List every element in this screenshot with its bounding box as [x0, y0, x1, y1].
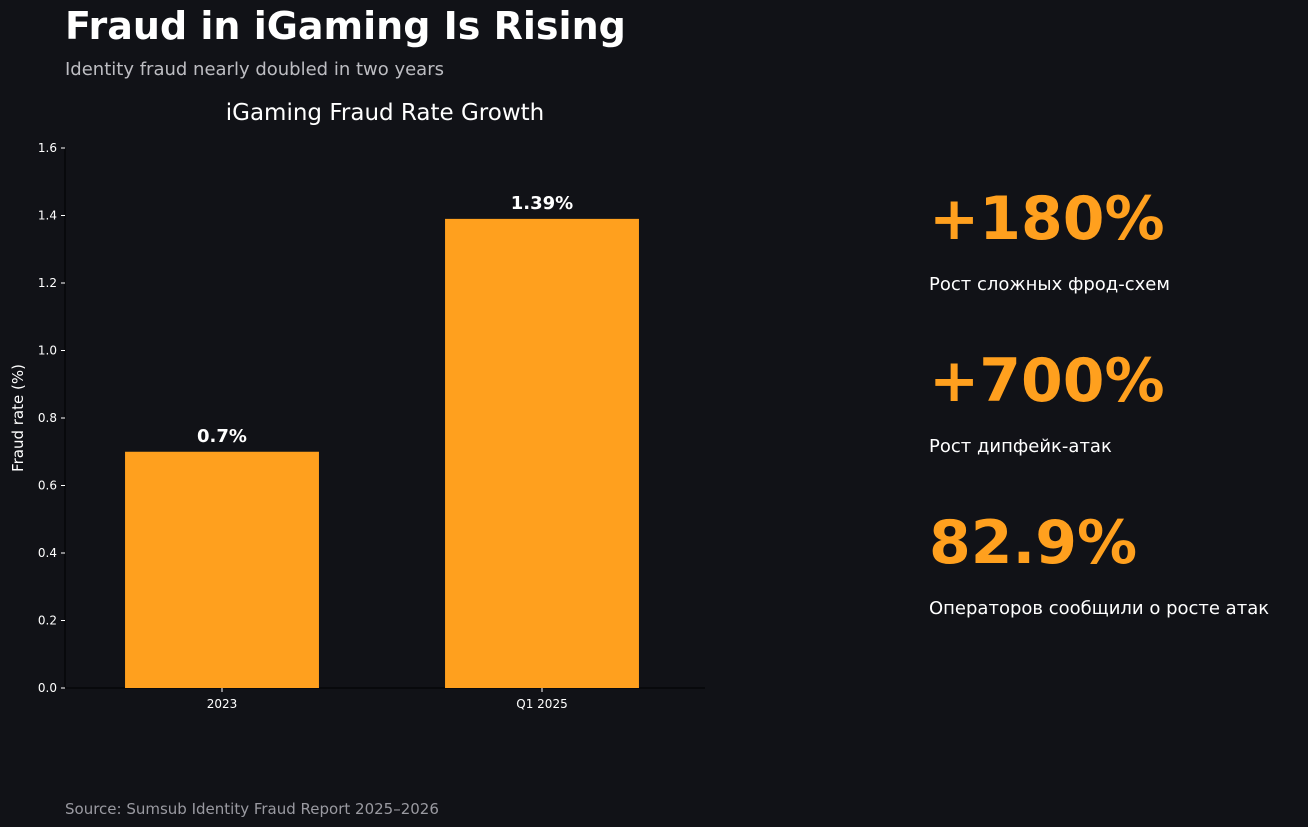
y-tick-label: 0.2 — [38, 614, 57, 628]
y-tick-label: 0.8 — [38, 411, 57, 425]
bar-value-label: 0.7% — [197, 426, 247, 447]
x-tick-label: 2023 — [207, 697, 238, 711]
y-tick-label: 1.2 — [38, 276, 57, 290]
fraud-rate-bar-chart: iGaming Fraud Rate Growth Fraud rate (%)… — [9, 100, 705, 711]
x-tick-label: Q1 2025 — [516, 697, 567, 711]
bar-value-label: 1.39% — [511, 193, 573, 214]
y-tick-label: 0.6 — [38, 479, 57, 493]
y-tick-label: 1.0 — [38, 344, 57, 358]
stat-label-operators-reporting: Операторов сообщили о росте атак — [929, 598, 1270, 619]
y-tick-label: 0.0 — [38, 681, 57, 695]
stat-value-deepfake-attacks: +700% — [929, 346, 1165, 416]
bar — [125, 451, 319, 688]
y-tick-label: 1.4 — [38, 209, 57, 223]
y-axis-label: Fraud rate (%) — [9, 364, 27, 472]
stat-label-complex-schemes: Рост сложных фрод-схем — [929, 274, 1170, 295]
chart-title: iGaming Fraud Rate Growth — [226, 100, 545, 126]
y-tick-label: 1.6 — [38, 141, 57, 155]
y-tick-label: 0.4 — [38, 546, 57, 560]
bar — [445, 218, 639, 688]
source-note: Source: Sumsub Identity Fraud Report 202… — [65, 800, 439, 818]
page-title: Fraud in iGaming Is Rising — [65, 4, 626, 48]
page-subtitle: Identity fraud nearly doubled in two yea… — [65, 59, 444, 80]
stat-value-complex-schemes: +180% — [929, 184, 1165, 254]
stat-label-deepfake-attacks: Рост дипфейк-атак — [929, 436, 1112, 457]
stat-value-operators-reporting: 82.9% — [929, 508, 1138, 578]
